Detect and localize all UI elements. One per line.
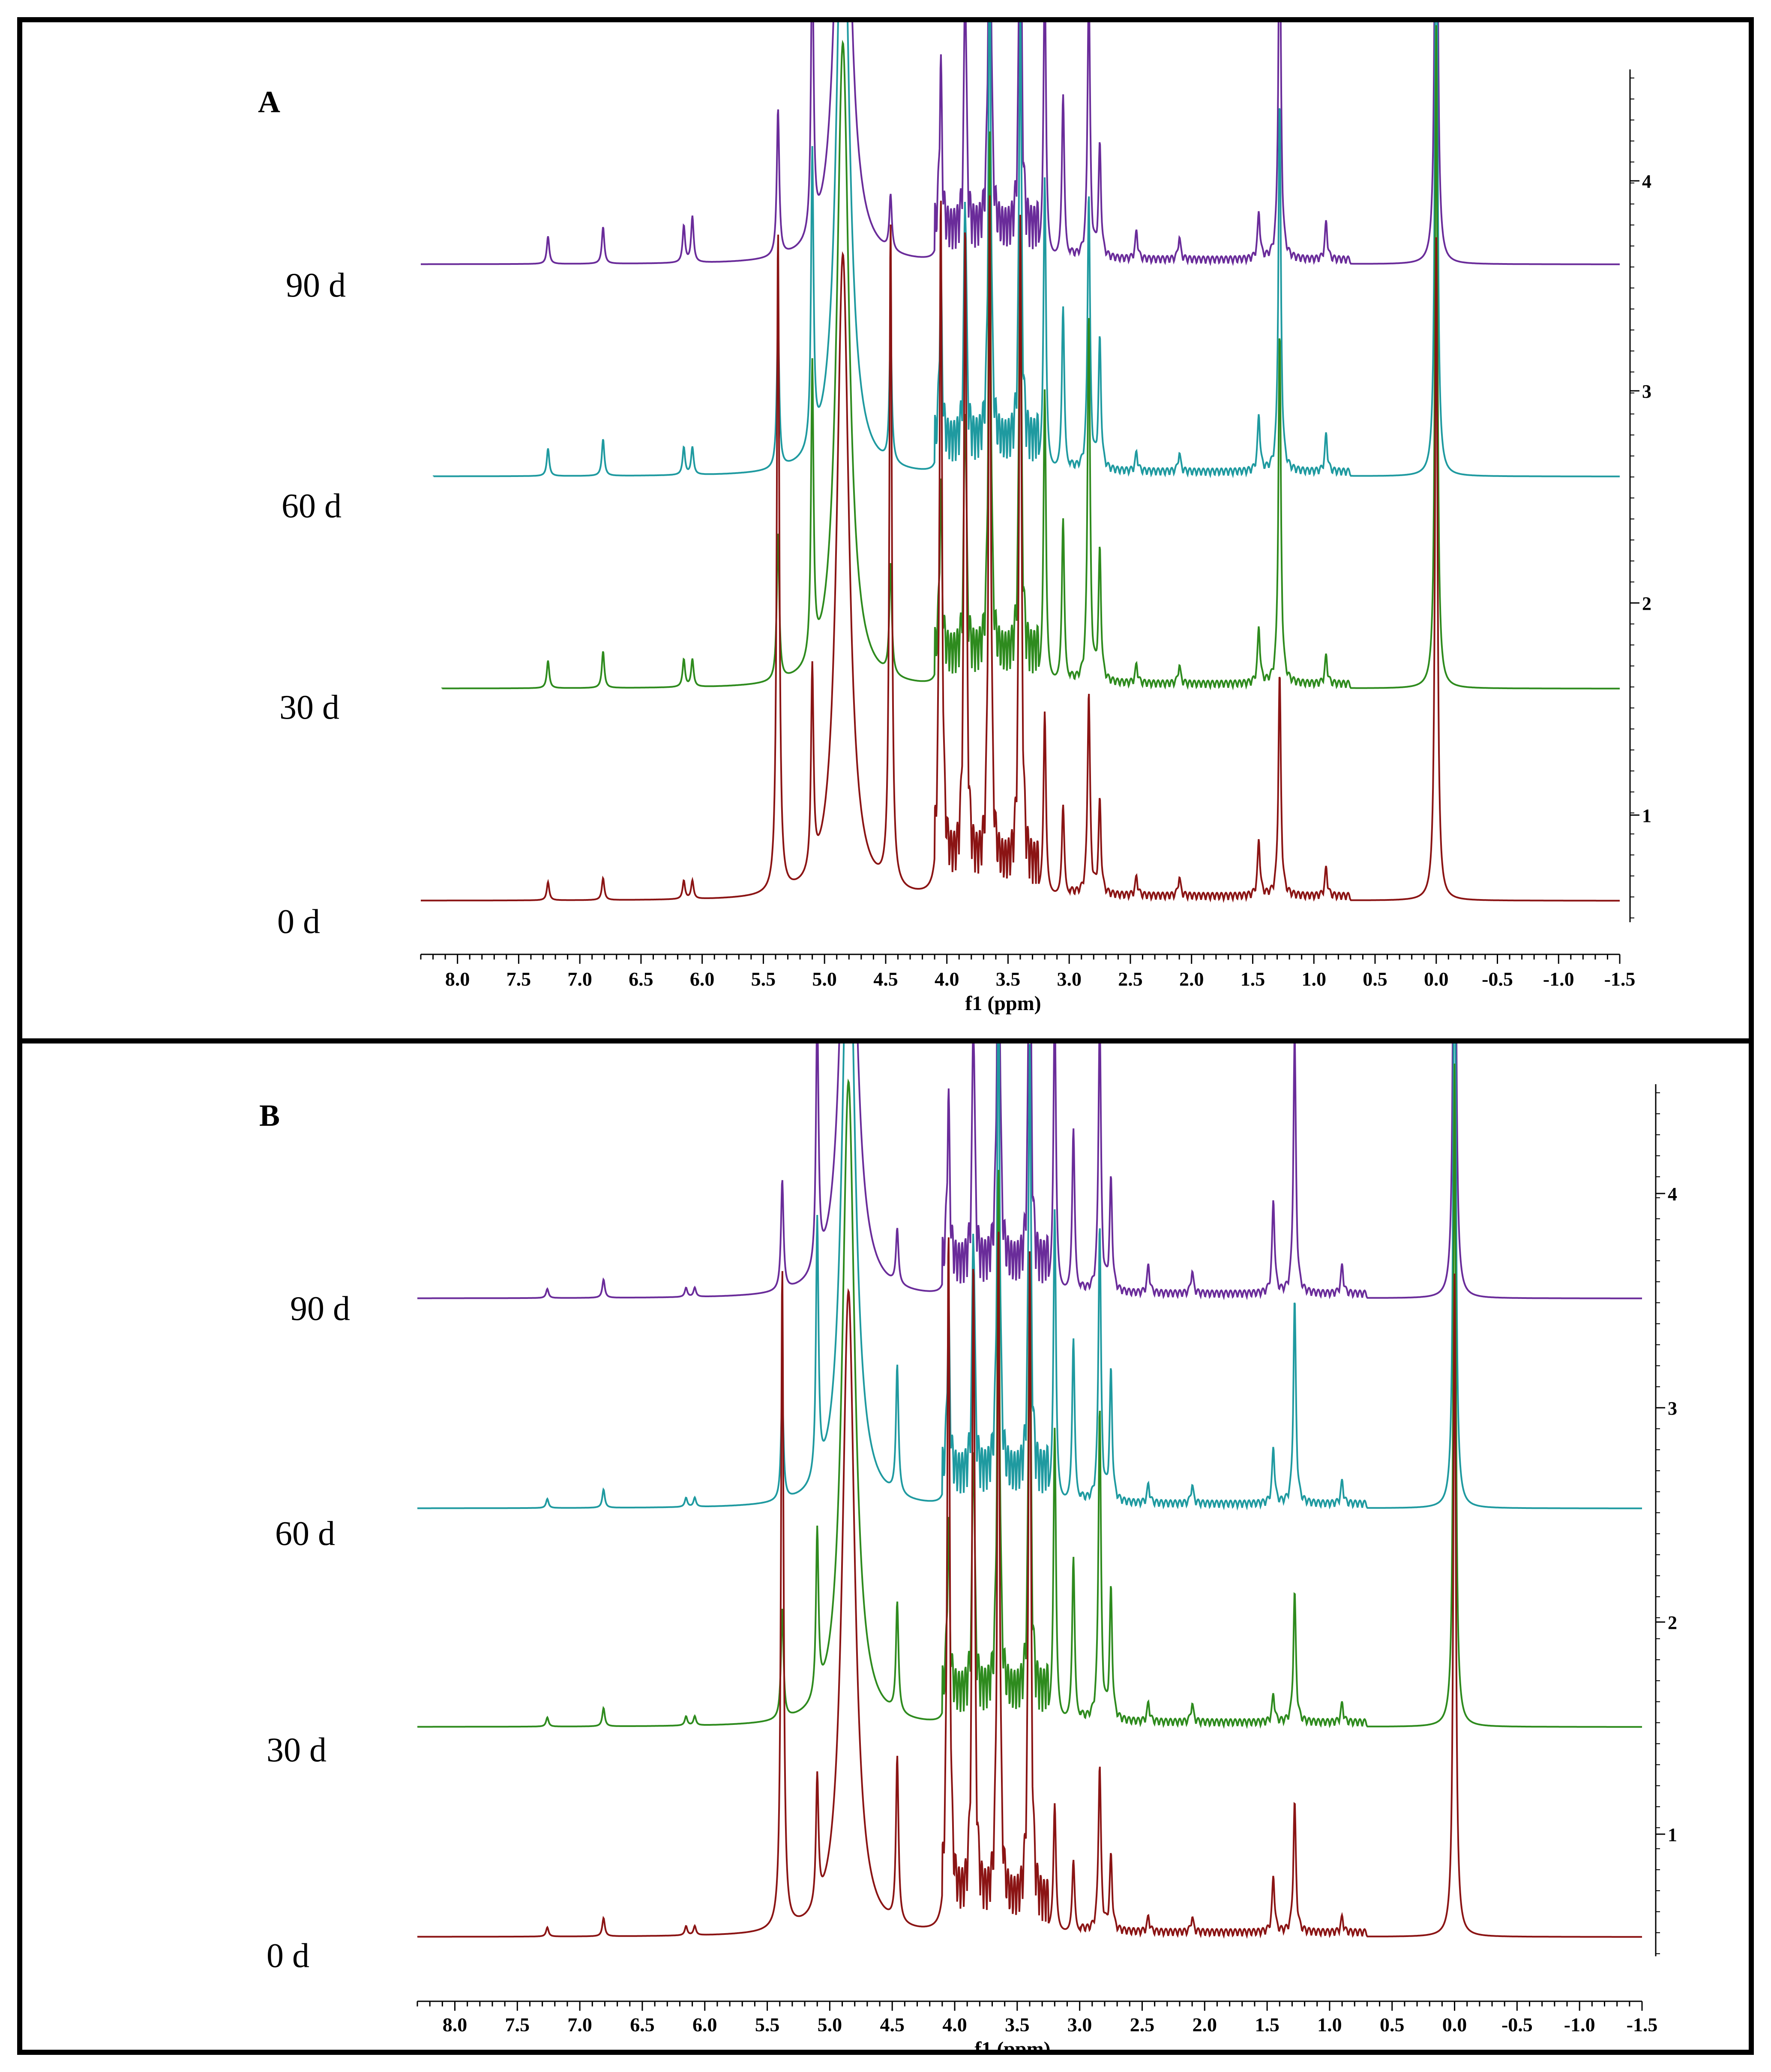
x-tick-label: 5.5 (755, 2014, 780, 2036)
series-label-90-d: 90 d (286, 267, 346, 304)
right-tick-label: 1 (1642, 805, 1651, 826)
panel-label: A (258, 85, 280, 119)
series-label-60-d: 60 d (275, 1515, 335, 1553)
x-tick-label: 3.0 (1057, 968, 1082, 990)
x-tick-label: -0.5 (1501, 2014, 1533, 2036)
x-tick-label: 4.5 (873, 968, 898, 990)
series-line-90-d (421, 22, 1620, 267)
x-tick-label: 6.5 (629, 968, 653, 990)
series-line-60-d (433, 22, 1620, 479)
series-label-0-d: 0 d (267, 1937, 309, 1975)
x-tick-label: 8.0 (443, 2014, 467, 2036)
panel-a: 90 d 60 d 30 d 0 d A 8.0 7.5 7.0 6.5 6.0 5.5 5.0 4.5… (17, 17, 1754, 1043)
x-tick-label: 7.5 (506, 968, 531, 990)
right-tick-label: 4 (1642, 171, 1651, 192)
right-tick-label: 3 (1642, 381, 1651, 402)
x-tick-label: 5.0 (812, 968, 837, 990)
series-line-90-d (417, 1043, 1642, 1301)
x-tick-label: 3.5 (996, 968, 1021, 990)
x-tick-label: 1.5 (1255, 2014, 1280, 2036)
x-tick-label: 2.5 (1118, 968, 1143, 990)
x-tick-label: 3.5 (1005, 2014, 1030, 2036)
x-tick-label: 5.0 (818, 2014, 842, 2036)
right-tick-label: 4 (1668, 1184, 1677, 1205)
series-line-0-d (421, 195, 1620, 903)
nmr-chart-a: 90 d 60 d 30 d 0 d A 8.0 7.5 7.0 6.5 6.0 5.5 5.0 4.5… (258, 22, 1651, 1015)
x-tick-label: 0.0 (1424, 968, 1449, 990)
right-tick-label: 2 (1642, 593, 1651, 614)
x-tick-label: 2.5 (1130, 2014, 1155, 2036)
x-tick-label: 3.0 (1067, 2014, 1092, 2036)
x-tick-label: 7.5 (505, 2014, 530, 2036)
x-axis-label: f1 (ppm) (965, 992, 1041, 1015)
right-tick-label: 3 (1668, 1398, 1677, 1419)
x-tick-label: 2.0 (1179, 968, 1204, 990)
series-label-0-d: 0 d (277, 903, 320, 941)
x-tick-label: 1.0 (1317, 2014, 1342, 2036)
x-tick-label: 4.0 (935, 968, 959, 990)
x-tick-label: 0.5 (1363, 968, 1387, 990)
x-tick-label: -1.0 (1564, 2014, 1595, 2036)
x-tick-label: 2.0 (1193, 2014, 1217, 2036)
right-tick-label: 1 (1668, 1824, 1677, 1845)
series-label-30-d: 30 d (267, 1731, 327, 1769)
series-line-60-d (417, 1043, 1642, 1511)
x-tick-label: 1.0 (1301, 968, 1326, 990)
x-tick-label: 6.5 (630, 2014, 655, 2036)
x-tick-label: 6.0 (690, 968, 715, 990)
x-axis-label: f1 (ppm) (974, 2038, 1050, 2050)
x-tick-label: -1.0 (1543, 968, 1574, 990)
x-tick-label: 0.5 (1380, 2014, 1405, 2036)
series-label-90-d: 90 d (290, 1290, 350, 1328)
x-tick-label: 4.0 (942, 2014, 967, 2036)
x-tick-label: -0.5 (1482, 968, 1513, 990)
x-tick-label: 4.5 (880, 2014, 905, 2036)
x-tick-label: 5.5 (751, 968, 776, 990)
series-label-60-d: 60 d (282, 487, 342, 525)
right-tick-label: 2 (1668, 1612, 1677, 1633)
x-tick-label: -1.5 (1604, 968, 1636, 990)
x-tick-label: -1.5 (1627, 2014, 1658, 2036)
x-tick-label: 7.0 (567, 2014, 592, 2036)
x-tick-label: 7.0 (567, 968, 592, 990)
x-tick-label: 0.0 (1442, 2014, 1467, 2036)
x-tick-label: 1.5 (1241, 968, 1265, 990)
panel-b: 90 d 60 d 30 d 0 d B 8.0 7.5 7.0 6.5 6.0 5.5 5.0 4.5… (17, 1038, 1754, 2055)
x-tick-label: 6.0 (692, 2014, 717, 2036)
x-tick-label: 8.0 (445, 968, 470, 990)
nmr-chart-b: 90 d 60 d 30 d 0 d B 8.0 7.5 7.0 6.5 6.0 5.5 5.0 4.5… (259, 1043, 1677, 2050)
series-label-30-d: 30 d (279, 689, 339, 726)
series-line-0-d (417, 1232, 1642, 1939)
series-line-30-d (441, 25, 1620, 691)
panel-label: B (259, 1098, 280, 1133)
